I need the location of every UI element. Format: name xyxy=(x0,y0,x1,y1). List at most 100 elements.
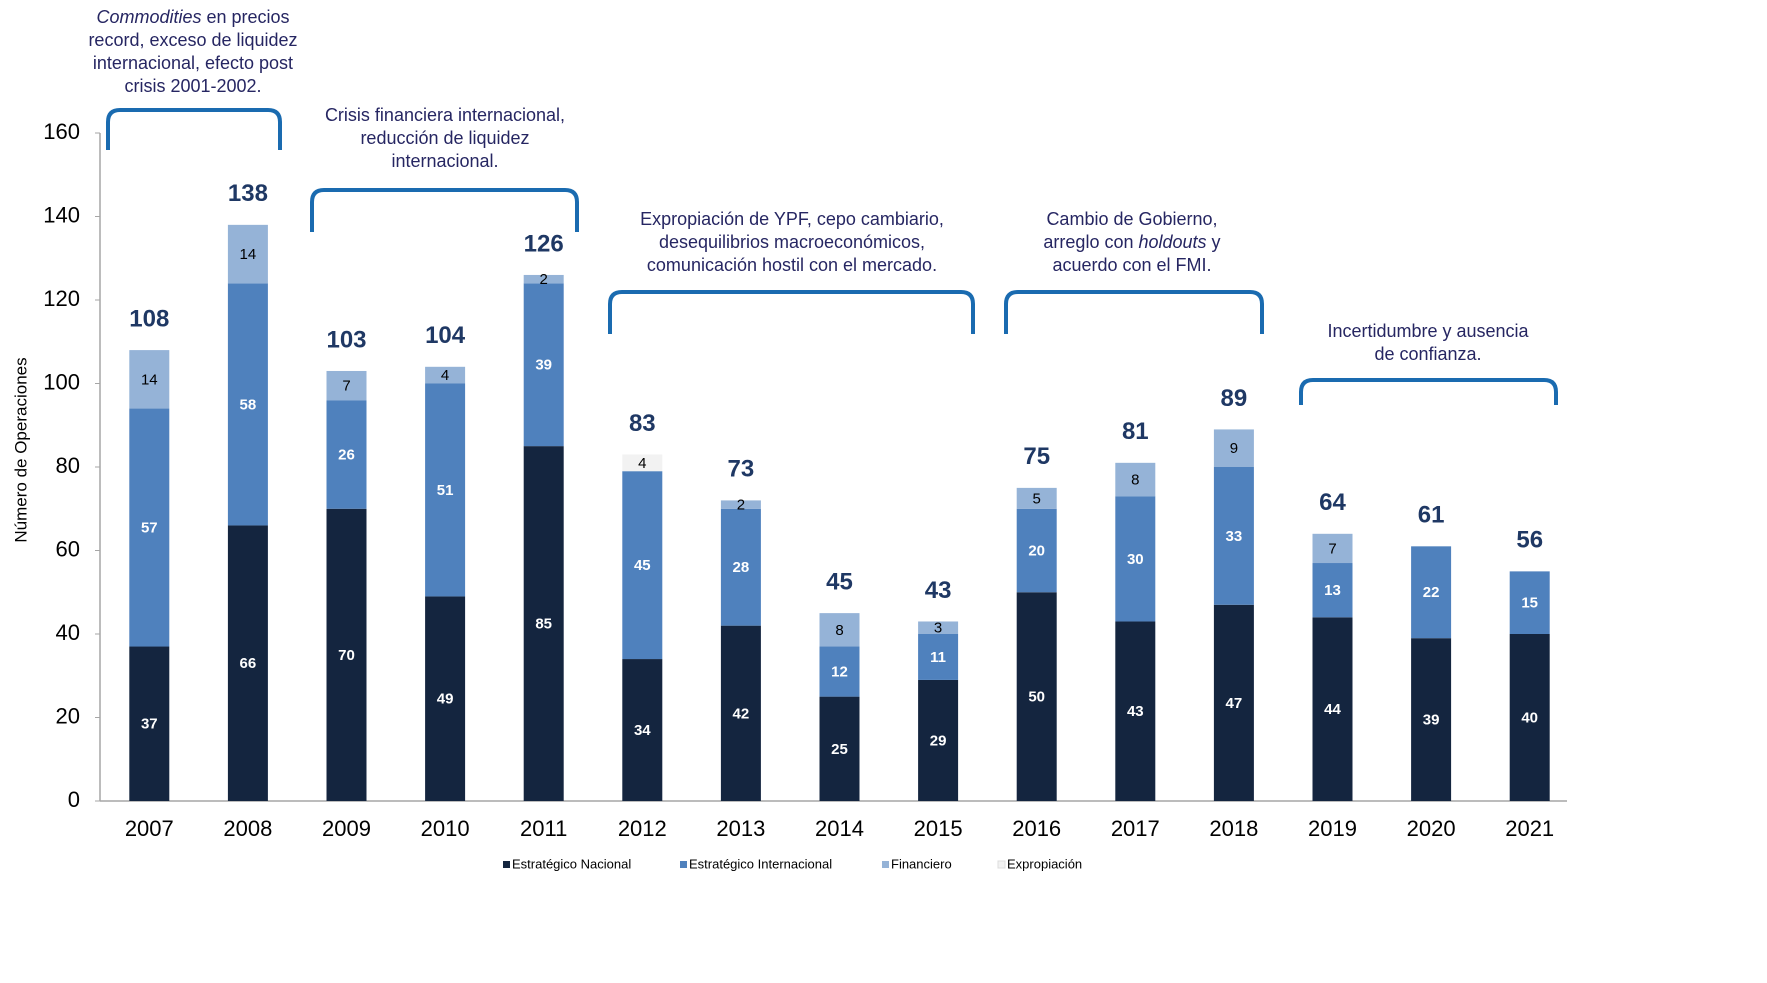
bar-segment xyxy=(1213,467,1254,605)
x-tick-label: 2008 xyxy=(223,816,272,841)
bar-segment xyxy=(1312,617,1353,801)
y-tick-label: 20 xyxy=(56,703,80,728)
segment-label: 50 xyxy=(1028,689,1045,706)
annotation-segment: Commodities xyxy=(96,7,201,27)
total-label: 108 xyxy=(129,305,169,332)
annotation-text: internacional. xyxy=(391,151,498,171)
x-tick-label: 2016 xyxy=(1012,816,1061,841)
bar-segment xyxy=(425,596,466,801)
bar-segment xyxy=(622,471,663,660)
segment-label: 49 xyxy=(437,691,454,708)
annotation-text: internacional, efecto post xyxy=(93,53,293,73)
annotation-text: reducción de liquidez xyxy=(360,128,529,148)
y-axis-label: Número de Operaciones xyxy=(11,357,30,542)
bar-segment xyxy=(819,696,860,801)
segment-label: 37 xyxy=(141,716,158,733)
bar-segment xyxy=(720,508,761,626)
segment-label: 25 xyxy=(831,741,848,758)
segment-label: 28 xyxy=(733,559,750,576)
annotation-segment: desequilibrios macroeconómicos, xyxy=(659,232,925,252)
bar-segment xyxy=(1509,571,1550,634)
segment-label: 8 xyxy=(835,622,843,639)
bar-segment xyxy=(622,659,663,801)
segment-label: 43 xyxy=(1127,703,1144,720)
bar-segment xyxy=(1312,563,1353,618)
annotation-segment: en precios xyxy=(201,7,289,27)
y-tick-label: 140 xyxy=(43,202,80,227)
annotation-text: Cambio de Gobierno, xyxy=(1046,209,1217,229)
y-tick-label: 160 xyxy=(43,119,80,144)
bar-segment xyxy=(1016,592,1057,801)
bar-segment xyxy=(1115,462,1156,497)
x-tick-label: 2013 xyxy=(716,816,765,841)
bar-segment xyxy=(227,525,268,801)
bar-segment xyxy=(1213,429,1254,467)
segment-label: 39 xyxy=(1423,712,1440,729)
bar-segment xyxy=(1115,621,1156,801)
bracket xyxy=(1299,378,1558,405)
bar-segment xyxy=(523,274,564,284)
segment-label: 5 xyxy=(1033,490,1041,507)
annotation-text: Incertidumbre y ausencia xyxy=(1327,321,1529,341)
segment-label: 42 xyxy=(733,705,750,722)
bar-segment xyxy=(1213,604,1254,801)
bar-segment xyxy=(918,621,959,634)
bar-segment xyxy=(1312,533,1353,564)
annotation-text: crisis 2001-2002. xyxy=(124,76,261,96)
total-label: 64 xyxy=(1319,489,1346,516)
segment-label: 11 xyxy=(930,649,946,666)
bracket xyxy=(1004,290,1264,334)
total-label: 45 xyxy=(826,568,853,595)
segment-label: 66 xyxy=(240,655,257,672)
legend-swatch xyxy=(882,861,889,868)
total-label: 83 xyxy=(629,410,656,437)
x-tick-label: 2012 xyxy=(618,816,667,841)
x-tick-label: 2021 xyxy=(1505,816,1554,841)
segment-label: 2 xyxy=(737,497,745,514)
x-tick-label: 2018 xyxy=(1209,816,1258,841)
x-tick-label: 2019 xyxy=(1308,816,1357,841)
legend-label: Estratégico Internacional xyxy=(689,856,832,871)
x-tick-label: 2009 xyxy=(322,816,371,841)
x-tick-label: 2014 xyxy=(815,816,864,841)
bracket xyxy=(608,290,975,334)
bar-segment xyxy=(1115,496,1156,622)
annotation-text: acuerdo con el FMI. xyxy=(1052,255,1211,275)
segment-label: 39 xyxy=(535,357,552,374)
annotation-segment: y xyxy=(1207,232,1221,252)
annotation-text: Expropiación de YPF, cepo cambiario, xyxy=(640,209,944,229)
bracket xyxy=(106,108,282,150)
segment-label: 45 xyxy=(634,557,651,574)
segment-label: 20 xyxy=(1028,542,1045,559)
segment-label: 14 xyxy=(240,246,257,263)
bar-segment xyxy=(425,383,466,597)
bar-segment xyxy=(1016,487,1057,509)
bar-segment xyxy=(326,370,367,401)
annotation-text: Crisis financiera internacional, xyxy=(325,105,565,125)
annotation-text: comunicación hostil con el mercado. xyxy=(647,255,937,275)
legend-swatch xyxy=(680,861,687,868)
segment-label: 8 xyxy=(1131,471,1139,488)
annotation-segment: Expropiación de YPF, cepo cambiario, xyxy=(640,209,944,229)
bar-segment xyxy=(1016,508,1057,593)
annotation-segment: internacional. xyxy=(391,151,498,171)
segment-label: 70 xyxy=(338,647,355,664)
bar-segment xyxy=(1411,638,1452,801)
bar-segment xyxy=(425,366,466,384)
annotation-segment: Crisis financiera internacional, xyxy=(325,105,565,125)
annotation-segment: reducción de liquidez xyxy=(360,128,529,148)
annotation-segment: crisis 2001-2002. xyxy=(124,76,261,96)
annotation-segment: record, exceso de liquidez xyxy=(88,30,297,50)
bar-segment xyxy=(129,350,170,409)
segment-label: 57 xyxy=(141,520,158,537)
segment-label: 34 xyxy=(634,722,651,739)
total-label: 81 xyxy=(1122,418,1149,445)
segment-label: 51 xyxy=(437,482,454,499)
bar-segment xyxy=(227,283,268,526)
bracket xyxy=(310,188,579,232)
bar-segment xyxy=(1411,546,1452,639)
annotation-text: desequilibrios macroeconómicos, xyxy=(659,232,925,252)
x-tick-label: 2020 xyxy=(1407,816,1456,841)
